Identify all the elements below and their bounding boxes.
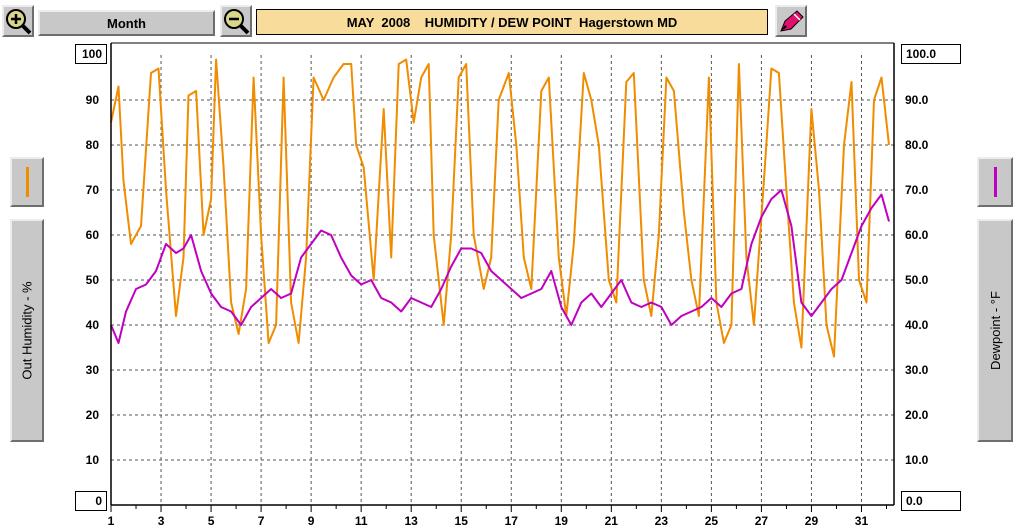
y-right-tick-label: 50.0 [905, 273, 929, 287]
chart-title: MAY 2008 HUMIDITY / DEW POINT Hagerstown… [256, 9, 768, 35]
zoom-in-icon [6, 9, 32, 35]
left-top-value: 100 [75, 44, 107, 64]
x-tick-label: 7 [258, 514, 265, 528]
zoom-in-button[interactable] [2, 5, 34, 37]
humidity-series-line [110, 58, 890, 358]
y-left-tick-label: 80 [86, 138, 100, 152]
pencil-icon [780, 10, 804, 32]
y-right-tick-label: 90.0 [905, 93, 929, 107]
y-left-tick-label: 50 [86, 273, 100, 287]
y-left-tick-label: 20 [86, 408, 100, 422]
x-tick-label: 23 [655, 514, 669, 528]
x-tick-label: 9 [308, 514, 315, 528]
edit-button[interactable] [775, 5, 807, 37]
x-tick-label: 15 [455, 514, 469, 528]
dewpoint-legend-button[interactable] [977, 157, 1013, 207]
dewpoint-series-line [110, 189, 890, 344]
x-tick-label: 19 [555, 514, 569, 528]
y-left-tick-label: 10 [86, 453, 100, 467]
y-right-tick-label: 40.0 [905, 318, 929, 332]
right-top-value: 100.0 [901, 44, 961, 64]
y-right-tick-label: 80.0 [905, 138, 929, 152]
left-bottom-value: 0 [75, 491, 107, 511]
humidity-legend-button[interactable] [10, 157, 44, 207]
x-tick-label: 21 [605, 514, 619, 528]
x-tick-label: 11 [355, 514, 368, 528]
y-right-tick-label: 60.0 [905, 228, 929, 242]
dewpoint-legend-swatch [993, 167, 997, 197]
zoom-out-icon [224, 9, 250, 35]
x-tick-label: 25 [705, 514, 719, 528]
left-axis-label-button[interactable]: Out Humidity - % [10, 219, 44, 442]
humidity-legend-swatch [25, 167, 29, 197]
x-tick-label: 1 [108, 514, 115, 528]
y-right-tick-label: 30.0 [905, 363, 929, 377]
y-left-tick-label: 40 [86, 318, 100, 332]
x-tick-label: 29 [805, 514, 819, 528]
x-tick-label: 3 [158, 514, 165, 528]
y-right-tick-label: 20.0 [905, 408, 929, 422]
y-left-tick-label: 60 [86, 228, 100, 242]
y-right-tick-label: 70.0 [905, 183, 929, 197]
x-tick-label: 5 [208, 514, 215, 528]
right-axis-label-button[interactable]: Dewpoint - °F [977, 219, 1013, 442]
y-left-tick-label: 90 [86, 93, 100, 107]
x-tick-label: 27 [755, 514, 769, 528]
x-tick-label: 31 [855, 514, 869, 528]
y-left-tick-label: 70 [86, 183, 100, 197]
x-tick-label: 17 [505, 514, 519, 528]
y-left-tick-label: 30 [86, 363, 100, 377]
period-button[interactable]: Month [38, 10, 215, 36]
zoom-out-button[interactable] [220, 5, 252, 37]
y-right-tick-label: 10.0 [905, 453, 929, 467]
x-tick-label: 13 [405, 514, 419, 528]
right-bottom-value: 0.0 [901, 491, 961, 511]
